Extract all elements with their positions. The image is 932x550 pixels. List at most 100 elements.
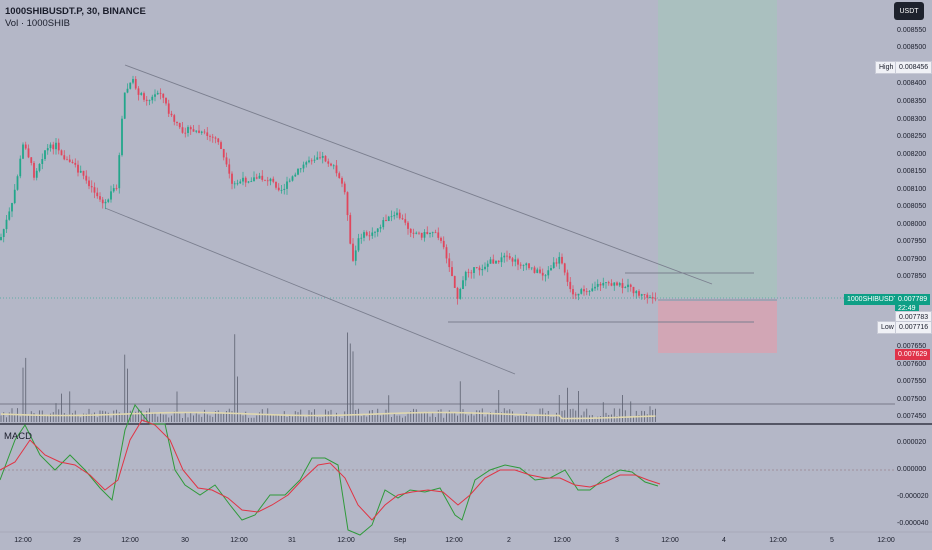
candle-body [343,183,346,193]
candle-body [231,173,233,184]
candle-body [85,175,88,181]
candle-body [602,282,605,286]
candle-body [459,288,462,299]
candle-body [330,163,332,166]
candle-body [308,160,310,163]
price-label: 0.008000 [897,221,927,228]
candle-body [264,179,266,181]
candle-body [24,144,27,149]
candle-body [390,216,393,218]
price-label: 0.008050 [897,203,927,210]
candle-body [445,247,448,259]
price-label: 0.008100 [897,186,927,193]
candle-body [55,142,57,150]
candle-body [387,216,390,222]
candle-body [324,155,327,162]
candle-body [415,232,418,234]
candle-body [596,283,599,287]
candle-body [220,142,222,150]
candle-body [200,131,203,133]
candle-body [19,158,22,177]
currency-button[interactable]: USDT [894,2,924,20]
countdown-tag: 22:49 [895,303,919,314]
time-label: Sep [393,537,407,544]
candle-body [313,159,316,161]
candle-body [88,180,90,187]
candle-body [137,88,140,95]
candle-body [143,93,145,100]
candle-body [530,267,533,269]
candle-body [605,282,607,284]
candle-body [107,199,110,202]
candle-body [429,232,431,234]
candle-body [57,142,60,151]
candle-body [475,267,478,268]
candle-body [159,92,162,94]
candle-body [627,284,629,288]
candle-body [621,283,624,288]
candle-body [473,267,475,273]
price-label: 0.007950 [897,238,927,245]
stop-zone [658,301,777,353]
candle-body [418,232,420,234]
candle-body [506,255,508,257]
candle-body [497,260,500,263]
candle-body [365,232,368,236]
candle-body [206,132,209,136]
candle-body [242,177,244,182]
candle-body [310,160,313,162]
candle-body [112,188,115,192]
candle-body [79,170,82,173]
candle-body [585,291,588,293]
candle-body [478,267,481,271]
candle-body [121,118,123,156]
candle-body [563,263,566,273]
candle-body [173,115,176,122]
candle-body [371,232,374,236]
candle-body [550,268,552,271]
candle-body [170,113,173,116]
candle-body [558,256,561,264]
candle-body [511,258,514,262]
candle-body [203,131,206,133]
candle-body [286,181,288,189]
price-label: 0.008250 [897,133,927,140]
candle-body [495,260,497,264]
candle-body [209,135,211,137]
macd-label: MACD [4,431,32,442]
stop-price-tag: 0.007629 [895,349,931,360]
candle-body [610,283,613,286]
candle-body [396,212,398,216]
candle-body [654,298,657,300]
candle-body [74,162,77,165]
candle-body [214,137,217,139]
candle-body [132,79,134,83]
candle-body [492,259,495,264]
candle-body [409,228,412,233]
candle-body [561,256,563,264]
candle-body [126,88,129,93]
candle-body [244,177,247,183]
candle-body [431,232,434,234]
candle-body [528,263,530,269]
candle-body [41,159,44,164]
candle-body [357,238,360,251]
candle-body [536,269,539,273]
time-label: 30 [181,537,189,544]
last-price-tag: 0.007789 [895,294,931,305]
candle-body [305,162,308,165]
time-label: 12:00 [769,537,787,544]
candle-body [291,176,294,181]
price-label: 0.007550 [897,378,927,385]
candle-body [352,243,354,261]
candle-body [151,96,154,101]
candle-body [632,286,635,294]
candle-body [211,136,214,138]
candle-body [253,177,255,182]
candle-body [13,189,16,204]
candle-body [519,264,522,266]
macd-axis-label: 0.000000 [897,466,927,473]
candle-body [572,289,574,295]
candles [0,75,657,305]
